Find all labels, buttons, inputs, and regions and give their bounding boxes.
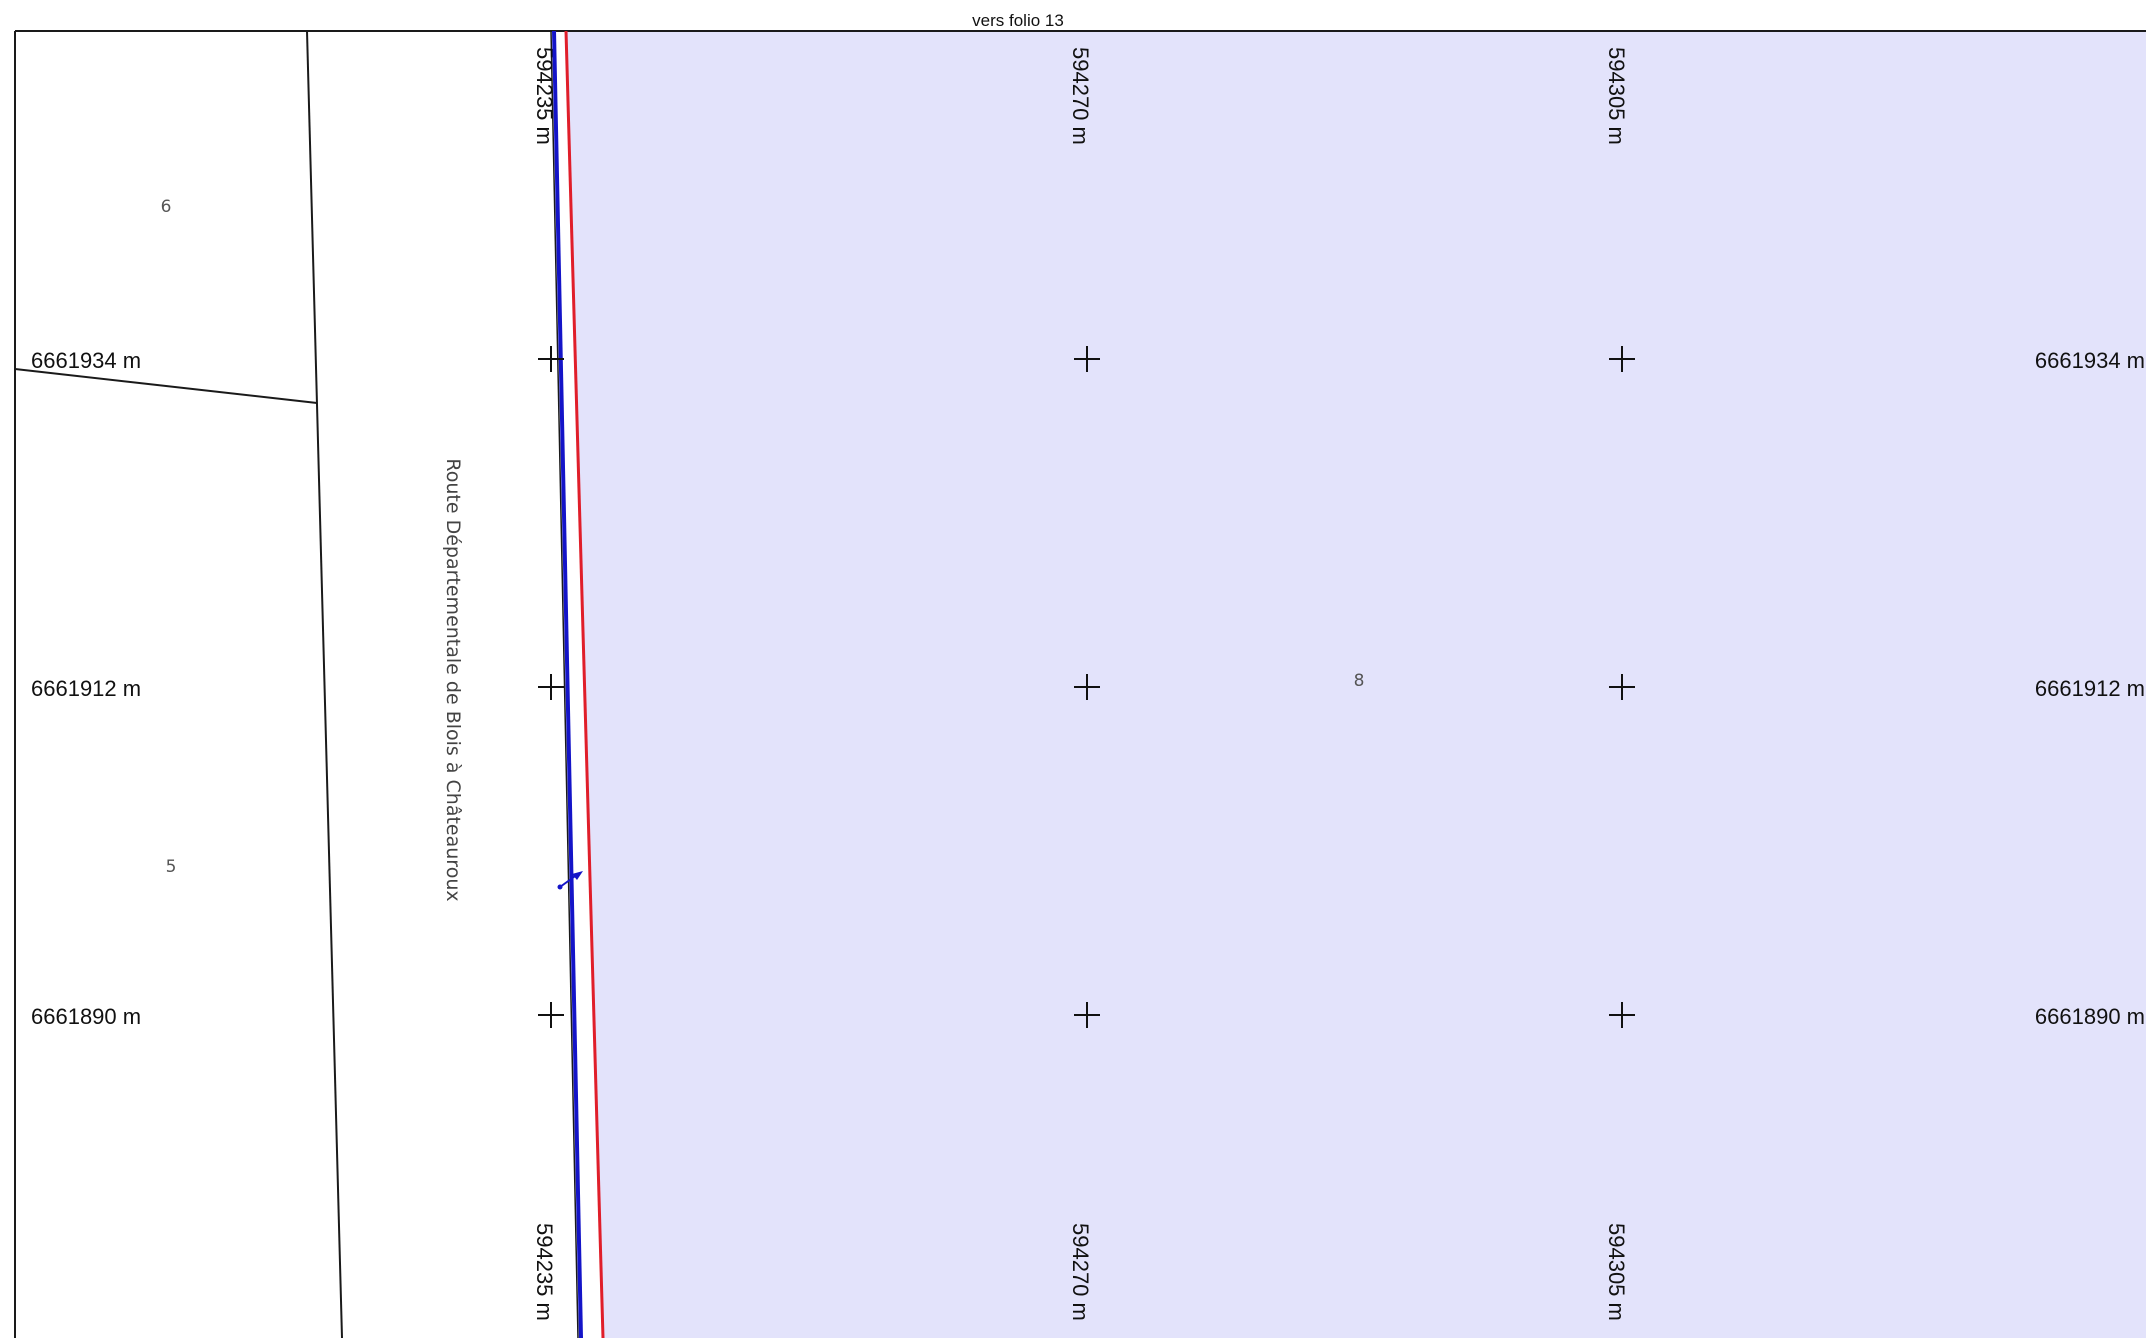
parcel-boundary-6-5 — [15, 369, 317, 403]
easting-label-top-2: 594270 m — [1068, 47, 1093, 145]
grid-cross-3-1 — [538, 1002, 564, 1028]
parcel-boundary-west — [307, 31, 342, 1338]
easting-label-bottom-2: 594270 m — [1068, 1223, 1093, 1321]
northing-label-left-3: 6661890 m — [31, 1004, 141, 1029]
road-name-label: Route Départementale de Blois à Châteaur… — [442, 458, 464, 901]
parcel-number-8: 8 — [1354, 671, 1365, 691]
northing-label-right-1: 6661934 m — [2035, 348, 2145, 373]
easting-label-bottom-3: 594305 m — [1604, 1223, 1629, 1321]
parcel-number-5: 5 — [166, 857, 177, 877]
northing-label-right-2: 6661912 m — [2035, 676, 2145, 701]
grid-cross-2-1 — [538, 674, 564, 700]
northing-label-left-1: 6661934 m — [31, 348, 141, 373]
easting-label-bottom-1: 594235 m — [532, 1223, 557, 1321]
parcel-number-6: 6 — [161, 197, 172, 217]
northing-label-left-2: 6661912 m — [31, 676, 141, 701]
easting-label-top-3: 594305 m — [1604, 47, 1629, 145]
easting-label-top-1: 594235 m — [532, 47, 557, 145]
northing-label-right-3: 6661890 m — [2035, 1004, 2145, 1029]
folio-reference: vers folio 13 — [972, 11, 1064, 30]
